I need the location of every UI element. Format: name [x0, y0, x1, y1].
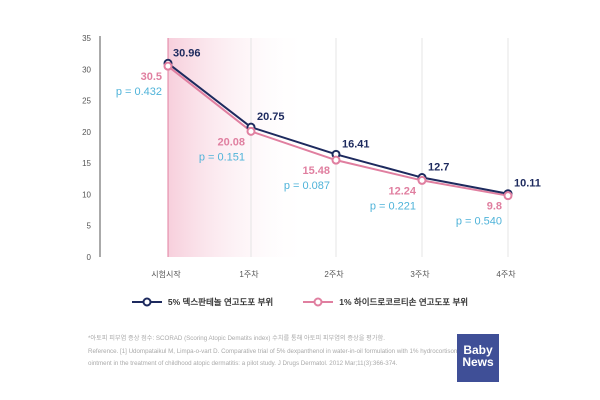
data-point: [417, 175, 427, 185]
data-point: [163, 61, 173, 71]
logo-text: News: [462, 355, 494, 369]
y-tick-label: 0: [87, 253, 92, 262]
p-value-label: p = 0.221: [370, 200, 416, 212]
legend: 5% 덱스판테놀 연고도포 부위 1% 하이드로코르티손 연고도포 부위: [0, 296, 600, 308]
x-tick-label: 시험시작: [151, 269, 181, 279]
data-point: [503, 191, 513, 201]
reference-line: Reference. [1] Udompataikul M, Limpa-o-v…: [88, 347, 461, 355]
x-tick-label: 3주차: [410, 270, 430, 279]
y-tick-label: 20: [82, 128, 91, 137]
footnote-scorad: *아토피 피부염 증상 점수: SCORAD (Scoring Atopic D…: [88, 335, 385, 342]
data-label: 16.41: [342, 138, 370, 150]
y-tick-label: 5: [87, 222, 92, 231]
y-tick-label: 35: [82, 34, 91, 43]
logo-text: Baby: [463, 343, 493, 357]
legend-item-dexpanthenol: 5% 덱스판테놀 연고도포 부위: [131, 296, 274, 308]
p-value-label: p = 0.540: [456, 216, 502, 228]
legend-item-hydrocortisone: 1% 하이드로코르티손 연고도포 부위: [303, 296, 468, 308]
footnotes: *아토피 피부염 증상 점수: SCORAD (Scoring Atopic D…: [88, 333, 461, 371]
data-label: 20.75: [257, 111, 285, 123]
data-label: 15.48: [302, 165, 330, 177]
x-tick-label: 2주차: [324, 270, 344, 279]
y-tick-label: 15: [82, 159, 91, 168]
x-tick-label: 1주차: [239, 270, 259, 279]
y-tick-label: 10: [82, 190, 91, 199]
reference-line: ointment in the treatment of childhood a…: [88, 360, 398, 367]
p-value-label: p = 0.087: [284, 180, 330, 192]
legend-marker-navy: [131, 297, 162, 307]
data-label: 30.96: [173, 47, 201, 59]
data-point: [331, 155, 341, 165]
data-label: 12.7: [428, 162, 449, 174]
data-label: 20.08: [217, 136, 245, 148]
y-tick-label: 25: [82, 97, 91, 106]
babynews-logo: Baby News: [457, 334, 499, 382]
data-label: 12.24: [388, 185, 416, 197]
baseline-shade: [168, 38, 308, 257]
y-tick-label: 30: [82, 65, 91, 74]
x-tick-label: 4주차: [496, 270, 516, 279]
legend-label: 1% 하이드로코르티손 연고도포 부위: [339, 297, 469, 307]
data-point: [246, 126, 256, 136]
legend-marker-pink: [303, 297, 334, 307]
data-label: 10.11: [514, 178, 541, 190]
data-label: 30.5: [141, 71, 162, 83]
p-value-label: p = 0.151: [199, 151, 245, 163]
legend-label: 5% 덱스판테놀 연고도포 부위: [167, 297, 274, 307]
p-value-label: p = 0.432: [116, 86, 162, 98]
data-label: 9.8: [487, 201, 502, 213]
